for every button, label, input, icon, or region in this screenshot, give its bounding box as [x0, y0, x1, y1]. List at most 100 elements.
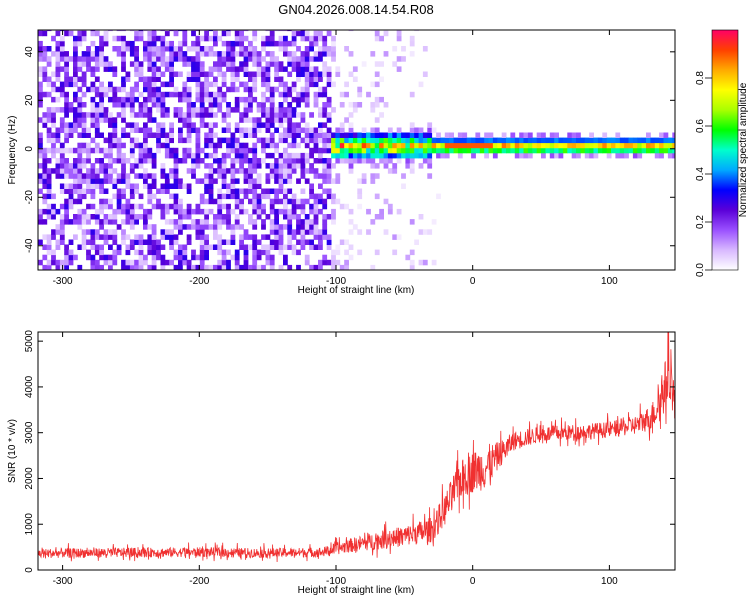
heatmap-cell: [73, 214, 78, 220]
heatmap-cell: [81, 51, 87, 57]
heatmap-cell: [77, 107, 83, 113]
y-tick-label: 20: [24, 94, 35, 106]
heatmap-cell: [313, 229, 319, 235]
heatmap-cell: [379, 152, 384, 159]
heatmap-cell: [208, 178, 214, 184]
heatmap-cell: [108, 66, 113, 72]
heatmap-cell: [99, 81, 104, 88]
heatmap-cell: [73, 107, 78, 113]
heatmap-cell: [497, 137, 503, 144]
heatmap-cell: [248, 107, 253, 113]
heatmap-cell: [392, 249, 398, 256]
heatmap-cell: [418, 81, 424, 88]
heatmap-cell: [283, 244, 288, 250]
heatmap-cell: [243, 30, 249, 32]
heatmap-cell: [304, 239, 310, 245]
heatmap-cell: [156, 127, 161, 133]
heatmap-cell: [38, 46, 43, 52]
heatmap-cell: [55, 46, 61, 52]
heatmap-cell: [239, 244, 244, 250]
heatmap-cell: [457, 142, 463, 149]
heatmap-cell: [252, 56, 258, 62]
heatmap-cell: [300, 71, 306, 77]
y-tick-label: 5000: [24, 330, 35, 353]
heatmap-cell: [156, 96, 161, 103]
heatmap-cell: [558, 142, 564, 149]
heatmap-cell: [217, 107, 223, 113]
heatmap-cell: [147, 152, 153, 159]
heatmap-cell: [663, 142, 669, 149]
heatmap-cell: [304, 259, 310, 266]
colorbar-tick-label: 0.6: [695, 119, 706, 133]
heatmap-cell: [169, 137, 174, 144]
heatmap-cell: [348, 229, 354, 235]
heatmap-cell: [138, 193, 144, 200]
heatmap-cell: [208, 183, 214, 189]
heatmap-cell: [287, 107, 293, 113]
heatmap-cell: [392, 142, 398, 149]
heatmap-cell: [558, 152, 564, 159]
heatmap-cell: [199, 193, 205, 200]
heatmap-cell: [291, 107, 297, 113]
heatmap-cell: [64, 214, 69, 220]
heatmap-cell: [129, 147, 135, 154]
heatmap-cell: [287, 117, 293, 123]
heatmap-cell: [352, 224, 358, 230]
heatmap-cell: [409, 137, 415, 144]
heatmap-cell: [274, 71, 279, 77]
heatmap-cell: [313, 158, 319, 164]
heatmap-cell: [387, 142, 393, 149]
heatmap-cell: [112, 193, 118, 200]
heatmap-cell: [90, 239, 96, 245]
heatmap-cell: [77, 40, 83, 47]
heatmap-cell: [186, 71, 192, 77]
heatmap-cell: [213, 229, 218, 235]
heatmap-cell: [322, 40, 328, 47]
heatmap-cell: [313, 66, 319, 72]
heatmap-cell: [296, 178, 301, 184]
heatmap-cell: [173, 30, 179, 32]
heatmap-cell: [73, 46, 78, 52]
heatmap-cell: [234, 168, 240, 174]
heatmap-cell: [73, 56, 78, 62]
heatmap-cell: [379, 142, 384, 149]
heatmap-cell: [160, 244, 166, 250]
heatmap-cell: [77, 183, 83, 189]
heatmap-cell: [86, 239, 91, 245]
heatmap-cell: [396, 132, 402, 138]
heatmap-cell: [51, 96, 56, 103]
heatmap-cell: [239, 158, 244, 164]
heatmap-cell: [178, 46, 183, 52]
heatmap-cell: [55, 264, 61, 270]
heatmap-cell: [252, 51, 258, 57]
heatmap-cell: [291, 40, 297, 47]
heatmap-cell: [151, 30, 157, 32]
heatmap-cell: [291, 229, 297, 235]
heatmap-cell: [283, 30, 288, 32]
heatmap-cell: [335, 249, 341, 256]
heatmap-cell: [77, 224, 83, 230]
heatmap-cell: [248, 102, 253, 108]
heatmap-cell: [90, 168, 96, 174]
heatmap-cell: [112, 137, 118, 144]
heatmap-cell: [147, 30, 153, 37]
heatmap-cell: [248, 117, 253, 123]
heatmap-cell: [318, 86, 323, 93]
heatmap-cell: [234, 178, 240, 184]
heatmap-cell: [51, 152, 56, 159]
heatmap-cell: [151, 178, 157, 184]
heatmap-cell: [409, 259, 415, 266]
heatmap-cell: [387, 137, 393, 144]
heatmap-cell: [562, 147, 568, 154]
heatmap-cell: [94, 244, 100, 250]
heatmap-cell: [204, 239, 209, 245]
heatmap-cell: [287, 208, 293, 215]
heatmap-cell: [396, 147, 402, 154]
heatmap-cell: [326, 188, 332, 194]
heatmap-cell: [322, 30, 328, 32]
heatmap-cell: [64, 137, 69, 144]
heatmap-cell: [51, 229, 56, 235]
heatmap-cell: [42, 112, 48, 118]
heatmap-cell: [103, 229, 109, 235]
heatmap-cell: [73, 183, 78, 189]
